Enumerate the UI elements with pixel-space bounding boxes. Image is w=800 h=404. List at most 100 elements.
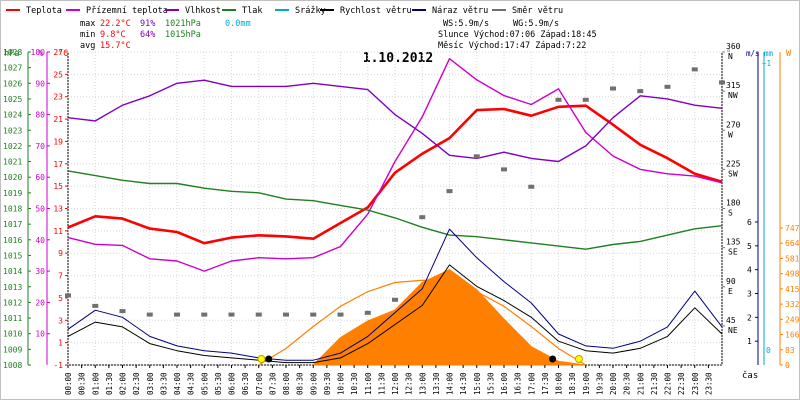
series-line [67, 170, 723, 250]
x-tick-label: 20:30 [623, 372, 632, 395]
wind-direction-point [146, 312, 153, 317]
stats-ws: WS:5.9m/s [443, 19, 489, 29]
x-tick-label: 02:00 [119, 372, 128, 395]
pct-tick-label: 40 [35, 236, 45, 245]
solar-radiation-area [312, 269, 586, 366]
wind-direction-point [201, 312, 208, 317]
w-tick-label: 249 [785, 315, 800, 324]
marker-layer [257, 355, 583, 363]
dir-tick-label: 90 [726, 277, 736, 286]
x-tick-label: 20:00 [609, 372, 618, 395]
legend-label: Směr větru [512, 6, 563, 16]
wind-direction-point [392, 297, 398, 302]
stats-avg-temp: 15.7°C [100, 41, 131, 51]
pct-tick-label: 60 [35, 173, 45, 182]
w-tick-label: 747 [785, 224, 800, 233]
hpa-tick-label: 1010 [3, 330, 22, 339]
dir-compass-label: N [728, 52, 733, 61]
x-tick-label: 14:00 [446, 372, 455, 395]
stats-block: max 22.2°C 91% 1021hPa 0.0mm min 9.8°C 6… [80, 19, 597, 51]
mm-tick-label: ~1 [762, 59, 771, 68]
x-tick-label: 21:30 [650, 372, 659, 395]
wind-direction-point [664, 84, 671, 89]
dir-tick-label: 315 [726, 81, 741, 90]
pct-tick-label: 90 [35, 79, 45, 88]
wind-direction-point [473, 154, 480, 159]
x-tick-label: 18:00 [555, 372, 564, 395]
wind-direction-point [610, 86, 616, 91]
hpa-tick-label: 1019 [3, 189, 22, 198]
x-tick-label: 04:30 [187, 372, 196, 395]
pct-tick-label: 10 [35, 330, 45, 339]
wind-direction-point [582, 97, 589, 102]
x-tick-label: 13:00 [418, 372, 427, 395]
hpa-tick-label: 1027 [3, 64, 22, 73]
ms-axis-unit: m/s [746, 49, 760, 58]
legend-label: Náraz větru [432, 6, 488, 16]
series-line [67, 104, 723, 245]
temp-tick-label: 27 [53, 48, 63, 57]
wind-direction-point [719, 80, 725, 85]
pct-tick-label: 70 [35, 142, 45, 151]
wind-direction-point [446, 189, 453, 194]
hpa-tick-label: 1026 [3, 79, 22, 88]
wind-direction-point [65, 293, 71, 298]
stats-max-rain: 0.0mm [225, 19, 251, 29]
hpa-tick-label: 1011 [3, 314, 22, 323]
hpa-tick-label: 1028 [3, 48, 22, 57]
x-tick-label: 06:30 [241, 372, 250, 395]
hpa-tick-label: 1020 [3, 173, 22, 182]
legend: Teplota Přízemní teplota Vlhkost Tlak Srážky… [6, 6, 563, 16]
wind-direction-point [364, 310, 371, 315]
ms-tick-label: 4 [747, 266, 752, 275]
w-tick-label: 581 [785, 254, 800, 263]
x-tick-label: 08:30 [296, 372, 305, 395]
stats-max-humidity: 91% [140, 19, 155, 29]
x-tick-label: 17:00 [527, 372, 536, 395]
pct-tick-label: 80 [35, 111, 45, 120]
w-tick-label: 415 [785, 285, 800, 294]
x-tick-label: 22:00 [664, 372, 673, 395]
hpa-tick-label: 1022 [3, 142, 22, 151]
stats-avg-label: avg [80, 41, 95, 51]
dir-compass-label: SW [728, 169, 738, 178]
dir-compass-label: S [728, 209, 733, 218]
hpa-tick-label: 1012 [3, 298, 22, 307]
temp-tick-label: 13 [53, 205, 63, 214]
x-tick-label: 11:00 [364, 372, 373, 395]
temp-tick-label: -1 [53, 361, 63, 370]
x-tick-label: 01:00 [91, 372, 100, 395]
wind-direction-point [92, 303, 99, 308]
x-tick-label: 16:00 [500, 372, 509, 395]
dir-compass-label: W [728, 130, 733, 139]
x-axis-label: čas [742, 370, 758, 381]
w-tick-label: 498 [785, 270, 800, 279]
w-tick-label: 0 [785, 361, 790, 370]
series-line [67, 264, 723, 364]
x-tick-label: 21:00 [636, 372, 645, 395]
temp-tick-label: 21 [53, 115, 63, 124]
stats-min-label: min [80, 30, 95, 40]
hpa-axis-unit: hPa [4, 49, 19, 59]
x-tick-label: 19:30 [595, 372, 604, 395]
ms-tick-label: 5 [747, 242, 752, 251]
legend-label: Teplota [26, 6, 62, 16]
wind-direction-point [228, 312, 235, 317]
temp-tick-label: 17 [53, 160, 63, 169]
x-tick-label: 10:30 [350, 372, 359, 395]
stats-min-temp: 9.8°C [100, 30, 126, 40]
hpa-tick-label: 1016 [3, 236, 22, 245]
wind-direction-point [310, 312, 317, 317]
hpa-tick-label: 1021 [3, 158, 22, 167]
stats-sun: Slunce Východ:07:06 Západ:18:45 [438, 30, 597, 40]
dir-compass-label: NE [728, 326, 738, 335]
dir-tick-label: 135 [726, 238, 741, 247]
solar-theoretical-curve [258, 279, 587, 366]
dir-tick-label: 225 [726, 159, 741, 168]
sunrise-marker [257, 355, 266, 363]
x-tick-label: 10:00 [337, 372, 346, 395]
x-tick-label: 08:00 [282, 372, 291, 395]
dir-tick-label: 270 [726, 120, 741, 129]
pct-tick-label: 100 [31, 48, 46, 57]
